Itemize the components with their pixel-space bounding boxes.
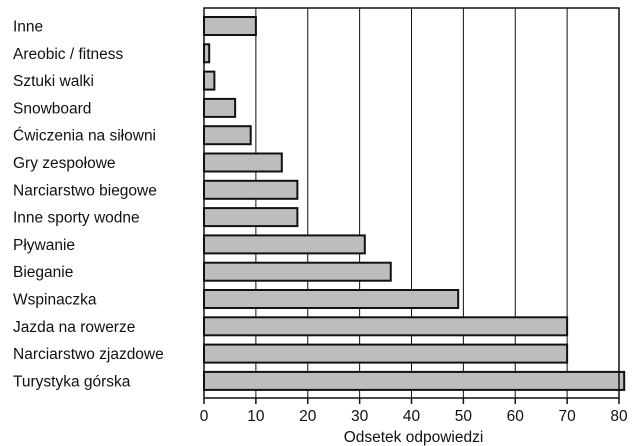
category-labels: Inne Areobic / fitness Sztuki walki Snowboa…: [13, 19, 164, 391]
bar-7: [203, 179, 299, 200]
category-label-8: Inne sporty wodne: [13, 210, 140, 227]
bar-8: [203, 207, 299, 228]
bar-6: [203, 152, 283, 173]
bar-4: [203, 97, 237, 118]
category-label-13: Narciarstwo zjazdowe: [13, 346, 164, 363]
category-label-10: Bieganie: [13, 264, 73, 281]
x-axis-title: Odsetek odpowiedzi: [344, 429, 484, 446]
bar-2: [203, 43, 211, 64]
category-label-5: Ćwiczenia na siłowni: [13, 128, 156, 145]
category-label-4: Snowboard: [13, 100, 91, 117]
x-tick-label-40: 40: [403, 408, 421, 425]
category-label-1: Inne: [13, 19, 43, 36]
bar-12: [203, 316, 569, 337]
ticks-layer: [203, 398, 620, 404]
category-label-6: Gry zespołowe: [13, 155, 116, 172]
bars-layer: [203, 16, 626, 391]
x-tick-label-60: 60: [507, 408, 525, 425]
category-label-2: Areobic / fitness: [13, 46, 124, 63]
x-tick-label-20: 20: [299, 408, 317, 425]
category-label-14: Turystyka górska: [13, 373, 131, 390]
bar-11: [203, 289, 460, 309]
bar-14: [203, 370, 626, 391]
x-tick-labels: 0 10 20 30 40 50 60 70 80: [200, 408, 628, 425]
x-tick-label-80: 80: [610, 408, 628, 425]
category-label-3: Sztuki walki: [13, 73, 94, 90]
bar-13: [203, 343, 569, 364]
bar-1: [203, 16, 257, 36]
grid-layer: [255, 8, 568, 398]
x-tick-label-0: 0: [200, 408, 209, 425]
bar-3: [203, 70, 216, 91]
x-tick-label-10: 10: [247, 408, 265, 425]
x-tick-label-50: 50: [455, 408, 473, 425]
category-label-7: Narciarstwo biegowe: [13, 182, 157, 199]
x-tick-label-30: 30: [351, 408, 369, 425]
category-label-11: Wspinaczka: [13, 292, 97, 309]
category-label-12: Jazda na rowerze: [13, 319, 135, 336]
x-tick-label-70: 70: [559, 408, 577, 425]
bar-10: [203, 261, 392, 282]
category-label-9: Pływanie: [13, 237, 75, 254]
bar-5: [203, 125, 252, 146]
bar-9: [203, 234, 366, 255]
